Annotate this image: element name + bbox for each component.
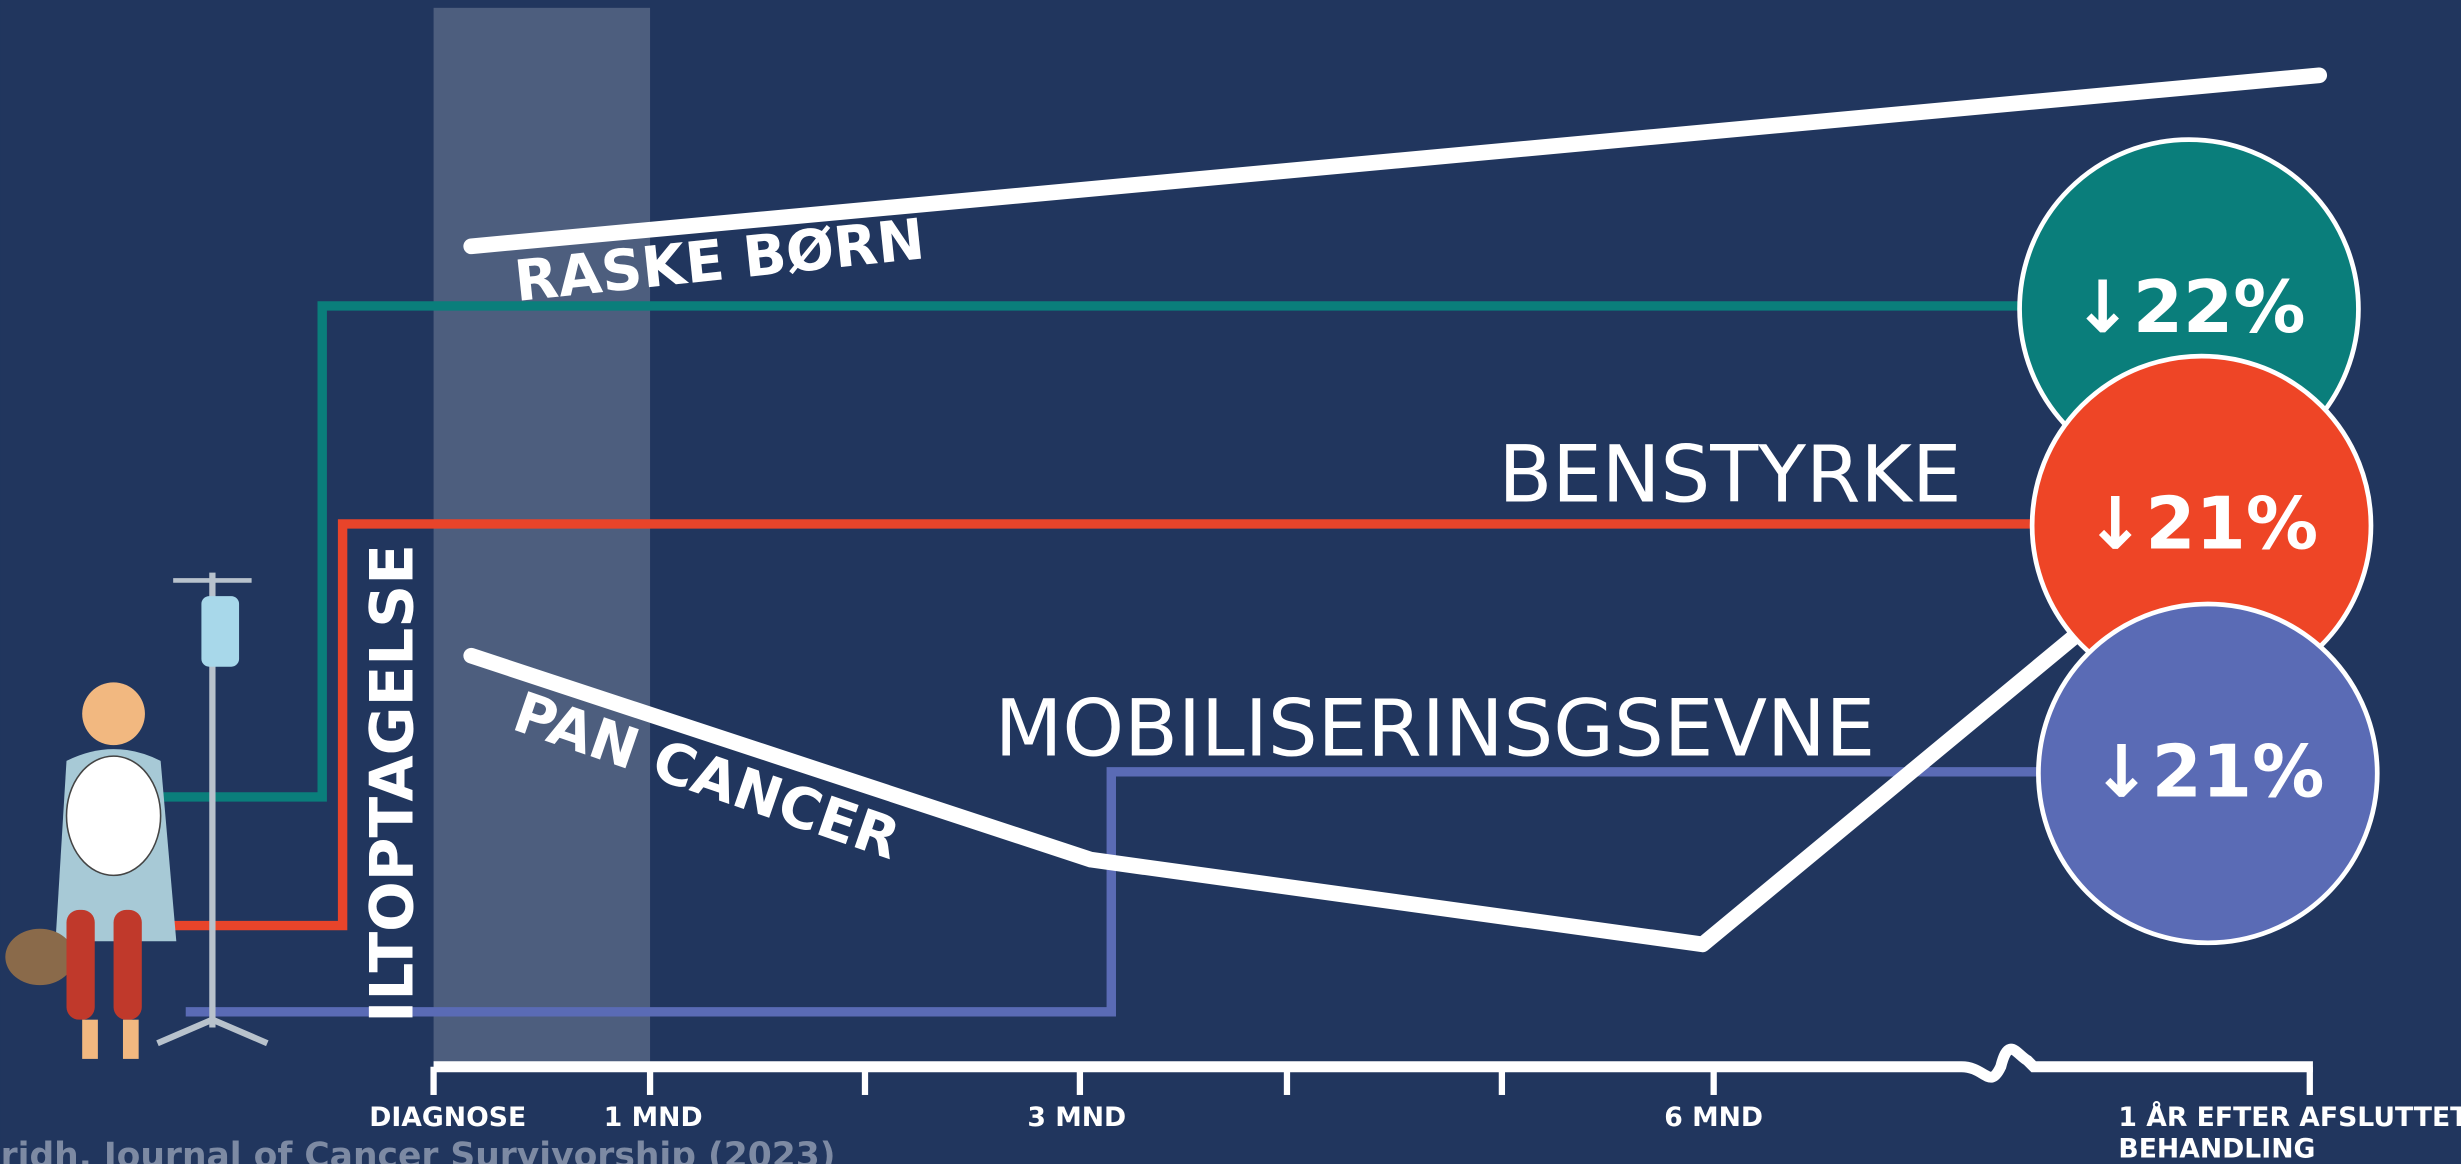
timeline-label: 6 MND [1664, 1102, 1763, 1133]
badge-text: ↓21% [2085, 483, 2318, 567]
timeline-axis [433, 1043, 2313, 1083]
badge-circle [2036, 601, 2380, 946]
badge-text: ↓21% [2091, 731, 2324, 815]
oxygen-line [154, 301, 2040, 802]
cancer-trend [463, 611, 2103, 953]
leg-strength-label: BENSTYRKE [1498, 430, 1961, 521]
diagnosis-band [433, 7, 651, 1067]
timeline-label: DIAGNOSE [369, 1102, 526, 1133]
citation: ridh, Journal of Cancer Survivorship (20… [1, 1136, 836, 1164]
leg-strength-line [154, 519, 2040, 931]
healthy-trend [463, 67, 2328, 255]
timeline-label: 1 MND [604, 1102, 703, 1133]
timeline-ticks [430, 1066, 2313, 1095]
patient-illustration [5, 572, 269, 1059]
timeline-label: 3 MND [1027, 1102, 1126, 1133]
badge-text: ↓22% [2072, 266, 2305, 350]
mobility-line [185, 767, 2040, 1017]
timeline-label: 1 ÅR EFTER AFSLUTTET [2118, 1101, 2461, 1133]
oxygen-label: ILTOPTAGELSE [359, 544, 428, 1023]
mobility-label: MOBILISERINSGSEVNE [995, 684, 1876, 775]
timeline-label: BEHANDLING [2118, 1133, 2315, 1164]
